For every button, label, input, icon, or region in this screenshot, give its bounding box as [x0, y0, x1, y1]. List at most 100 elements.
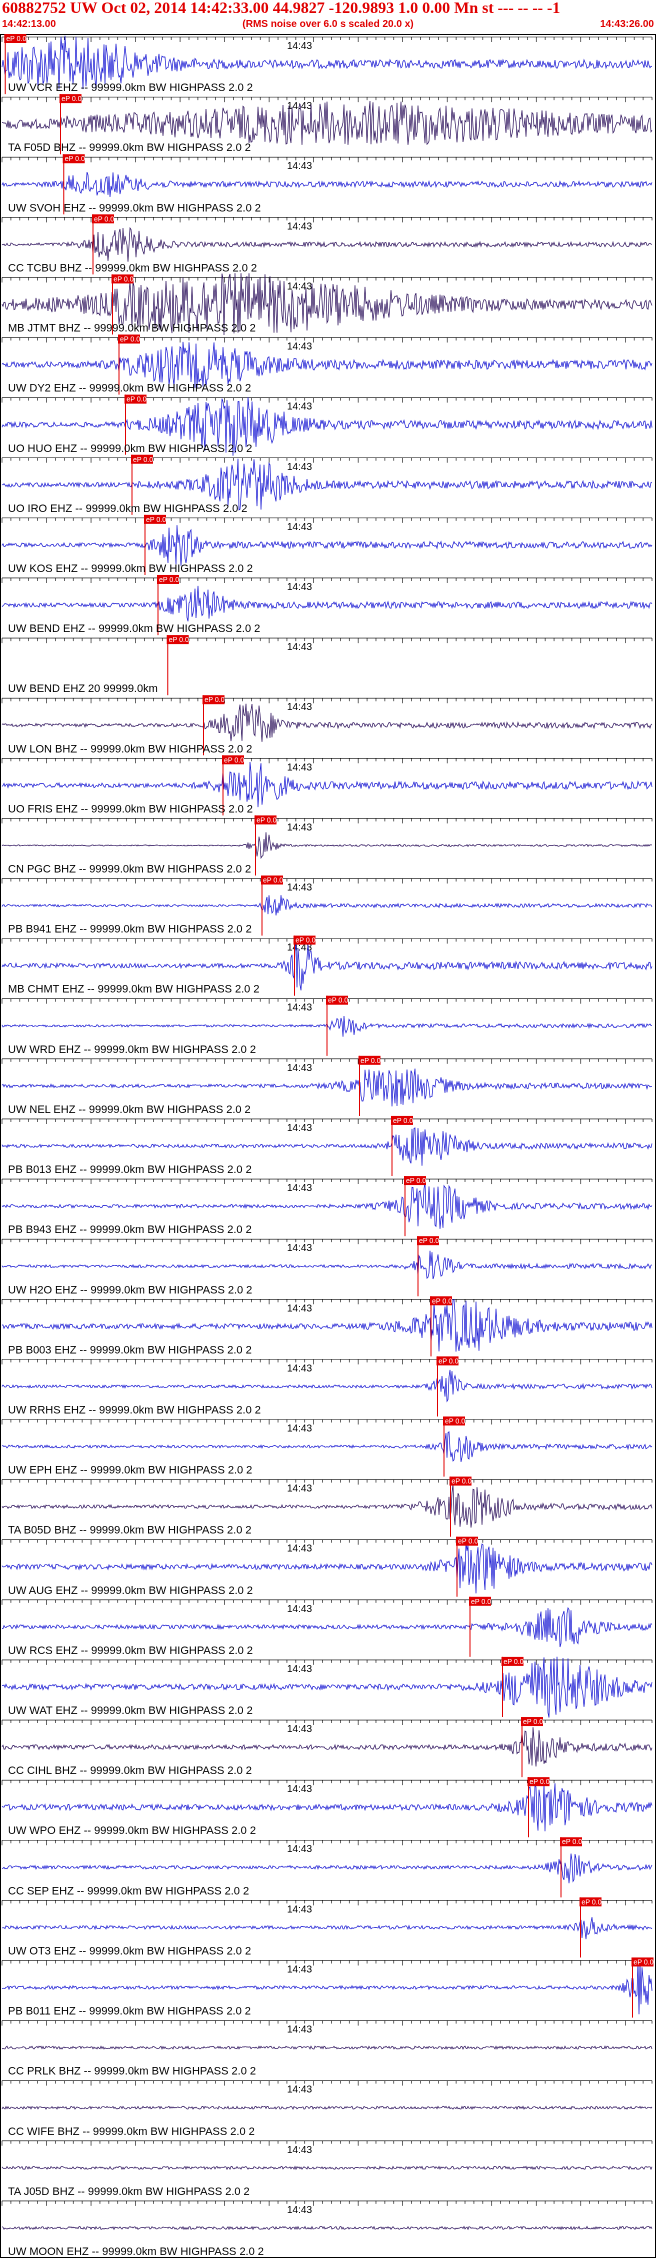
station-label: PB B011 EHZ -- 99999.0km BW HIGHPASS 2.0…: [8, 2006, 251, 2018]
phase-pick-flag: [527, 1777, 550, 1787]
trace-row: 14:43 eP 0.0 UW VCR EHZ -- 99999.0km BW HI…: [1, 34, 653, 95]
waveform: [1, 1960, 653, 2015]
phase-pick-label: eP 0.0: [6, 36, 26, 43]
phase-pick-flag: [436, 1356, 459, 1366]
waveform: [1, 2045, 653, 2050]
waveform: [1, 1783, 653, 1832]
waveform: [1, 397, 653, 456]
minute-marker-label: 14:43: [287, 1243, 312, 1254]
trace-row: 14:43 eP 0.0 UW RCS EHZ -- 99999.0km BW HI…: [1, 1596, 653, 1657]
waveform: [1, 1727, 653, 1767]
trace-row: 14:43 eP 0.0 UW BEND EHZ -- 99999.0km BW H…: [1, 574, 653, 636]
phase-pick-flag: [391, 1115, 413, 1125]
phase-pick-flag: [456, 1536, 478, 1546]
station-label: UW SVOH EHZ -- 99999.0km BW HIGHPASS 2.0…: [8, 202, 261, 214]
waveform: [1, 761, 653, 808]
phase-pick-label: eP 0.0: [471, 1599, 491, 1606]
waveform: [1, 1853, 653, 1884]
station-label: UO FRIS EHZ -- 99999.0km BW HIGHPASS 2.0…: [8, 803, 253, 815]
minute-marker-label: 14:43: [287, 1363, 312, 1374]
trace-row: 14:43 eP 0.0 CC TCBU BHZ -- 99999.0km BW H…: [1, 214, 653, 275]
noise-scale-note: (RMS noise over 6.0 s scaled 20.0 x): [242, 19, 414, 30]
phase-pick-label: eP 0.0: [530, 1779, 550, 1786]
phase-pick-label: eP 0.0: [114, 276, 134, 283]
station-label: UW WPO EHZ -- 99999.0km BW HIGHPASS 2.0 …: [8, 1825, 256, 1837]
minute-marker-label: 14:43: [287, 1964, 312, 1975]
phase-pick-label: eP 0.0: [205, 697, 225, 704]
station-label: PB B003 EHZ -- 99999.0km BW HIGHPASS 2.0…: [8, 1344, 252, 1356]
phase-pick-flag: [430, 1296, 452, 1306]
station-label: UW OT3 EHZ -- 99999.0km BW HIGHPASS 2.0 …: [8, 1945, 251, 1957]
minute-marker-label: 14:43: [287, 582, 312, 593]
station-label: UW BEND EHZ 20 99999.0km: [8, 683, 158, 695]
phase-pick-flag: [124, 394, 147, 404]
trace-row: 14:43 UW MOON EHZ -- 99999.0km BW HIGHPAS…: [1, 2200, 653, 2258]
trace-row: 14:43 eP 0.0 CC CIHL BHZ -- 99999.0km BW H…: [1, 1717, 653, 1778]
trace-row: 14:43 eP 0.0 PB B011 EHZ -- 99999.0km BW H…: [1, 1957, 654, 2018]
minute-marker-label: 14:43: [287, 342, 312, 353]
station-label: MB JTMT BHZ -- 99999.0km BW HIGHPASS 2.0…: [8, 323, 256, 335]
trace-row: 14:43 eP 0.0 PB B943 EHZ -- 99999.0km BW H…: [1, 1176, 653, 1237]
start-time-label: 14:42:13.00: [2, 19, 56, 30]
seismogram-plot: 14:43 eP 0.0 UW VCR EHZ -- 99999.0km BW HI…: [0, 34, 656, 2258]
end-time-label: 14:43:26.00: [600, 19, 654, 30]
phase-pick-label: eP 0.0: [328, 998, 348, 1005]
trace-row: 14:43 eP 0.0 TA F05D BHZ -- 99999.0km BW H…: [1, 94, 653, 155]
waveform: [1, 2165, 653, 2171]
phase-pick-label: eP 0.0: [523, 1719, 543, 1726]
trace-row: 14:43 eP 0.0 UW WAT EHZ -- 99999.0km BW HI…: [1, 1656, 653, 1718]
minute-marker-label: 14:43: [287, 762, 312, 773]
waveform: [2, 1917, 653, 1940]
minute-marker-label: 14:43: [287, 702, 312, 713]
trace-row: 14:43 eP 0.0 UW AUG EHZ -- 99999.0km BW HI…: [1, 1536, 653, 1597]
phase-pick-flag: [4, 34, 27, 43]
trace-row: 14:43 eP 0.0 CN PGC BHZ -- 99999.0km BW HI…: [1, 815, 653, 876]
phase-pick-label: eP 0.0: [432, 1298, 452, 1305]
trace-row: 14:43 eP 0.0 UW H2O EHZ -- 99999.0km BW HI…: [1, 1236, 653, 1297]
phase-pick-flag: [417, 1236, 439, 1246]
trace-row: 14:43 eP 0.0 UW OT3 EHZ -- 99999.0km BW HI…: [1, 1897, 653, 1958]
minute-marker-label: 14:43: [287, 2205, 312, 2216]
trace-row: 14:43 eP 0.0 UW RRHS EHZ -- 99999.0km BW H…: [1, 1356, 653, 1417]
station-label: UW H2O EHZ -- 99999.0km BW HIGHPASS 2.0 …: [8, 1284, 252, 1296]
phase-pick-flag: [579, 1897, 602, 1907]
phase-pick-label: eP 0.0: [439, 1358, 459, 1365]
phase-pick-flag: [166, 635, 189, 645]
phase-pick-label: eP 0.0: [159, 577, 179, 584]
phase-pick-flag: [157, 574, 179, 584]
phase-pick-label: eP 0.0: [419, 1238, 439, 1245]
waveform: [1, 1541, 653, 1594]
waveform: [2, 1656, 653, 1718]
minute-marker-label: 14:43: [287, 2025, 312, 2036]
station-label: UW LON BHZ -- 99999.0km BW HIGHPASS 2.0 …: [8, 743, 252, 755]
phase-pick-label: eP 0.0: [361, 1058, 381, 1065]
phase-pick-flag: [222, 755, 244, 765]
phase-pick-label: eP 0.0: [94, 216, 114, 223]
phase-pick-flag: [404, 1176, 426, 1186]
station-label: UW NEL EHZ -- 99999.0km BW HIGHPASS 2.0 …: [8, 1104, 251, 1116]
event-title: 60882752 UW Oct 02, 2014 14:42:33.00 44.…: [2, 0, 561, 17]
phase-pick-label: eP 0.0: [582, 1899, 602, 1906]
trace-row: 14:43 eP 0.0 UW EPH EHZ -- 99999.0km BW HI…: [1, 1416, 653, 1477]
minute-marker-label: 14:43: [287, 1183, 312, 1194]
minute-marker-label: 14:43: [287, 1604, 312, 1615]
station-label: CC SEP EHZ -- 99999.0km BW HIGHPASS 2.0 …: [8, 1885, 249, 1897]
minute-marker-label: 14:43: [287, 402, 312, 413]
minute-marker-label: 14:43: [287, 1784, 312, 1795]
waveform: [1, 341, 653, 389]
phase-pick-label: eP 0.0: [169, 637, 189, 644]
trace-row: 14:43 TA J05D BHZ -- 99999.0km BW HIGHPAS…: [1, 2140, 653, 2198]
station-label: UW AUG EHZ -- 99999.0km BW HIGHPASS 2.0 …: [8, 1585, 253, 1597]
plot-header: 60882752 UW Oct 02, 2014 14:42:33.00 44.…: [0, 0, 656, 34]
phase-pick-label: eP 0.0: [504, 1659, 524, 1666]
station-label: UW BEND EHZ -- 99999.0km BW HIGHPASS 2.0…: [8, 623, 260, 635]
waveform: [1, 2105, 653, 2111]
trace-row: 14:43 eP 0.0 UW KOS EHZ -- 99999.0km BW HI…: [1, 514, 653, 575]
waveform: [1, 1068, 653, 1107]
minute-marker-label: 14:43: [287, 1303, 312, 1314]
minute-marker-label: 14:43: [287, 1063, 312, 1074]
phase-pick-label: eP 0.0: [120, 337, 140, 344]
station-label: UW WAT EHZ -- 99999.0km BW HIGHPASS 2.0 …: [8, 1705, 253, 1717]
trace-row: 14:43 eP 0.0 UW DY2 EHZ -- 99999.0km BW HI…: [1, 334, 653, 395]
